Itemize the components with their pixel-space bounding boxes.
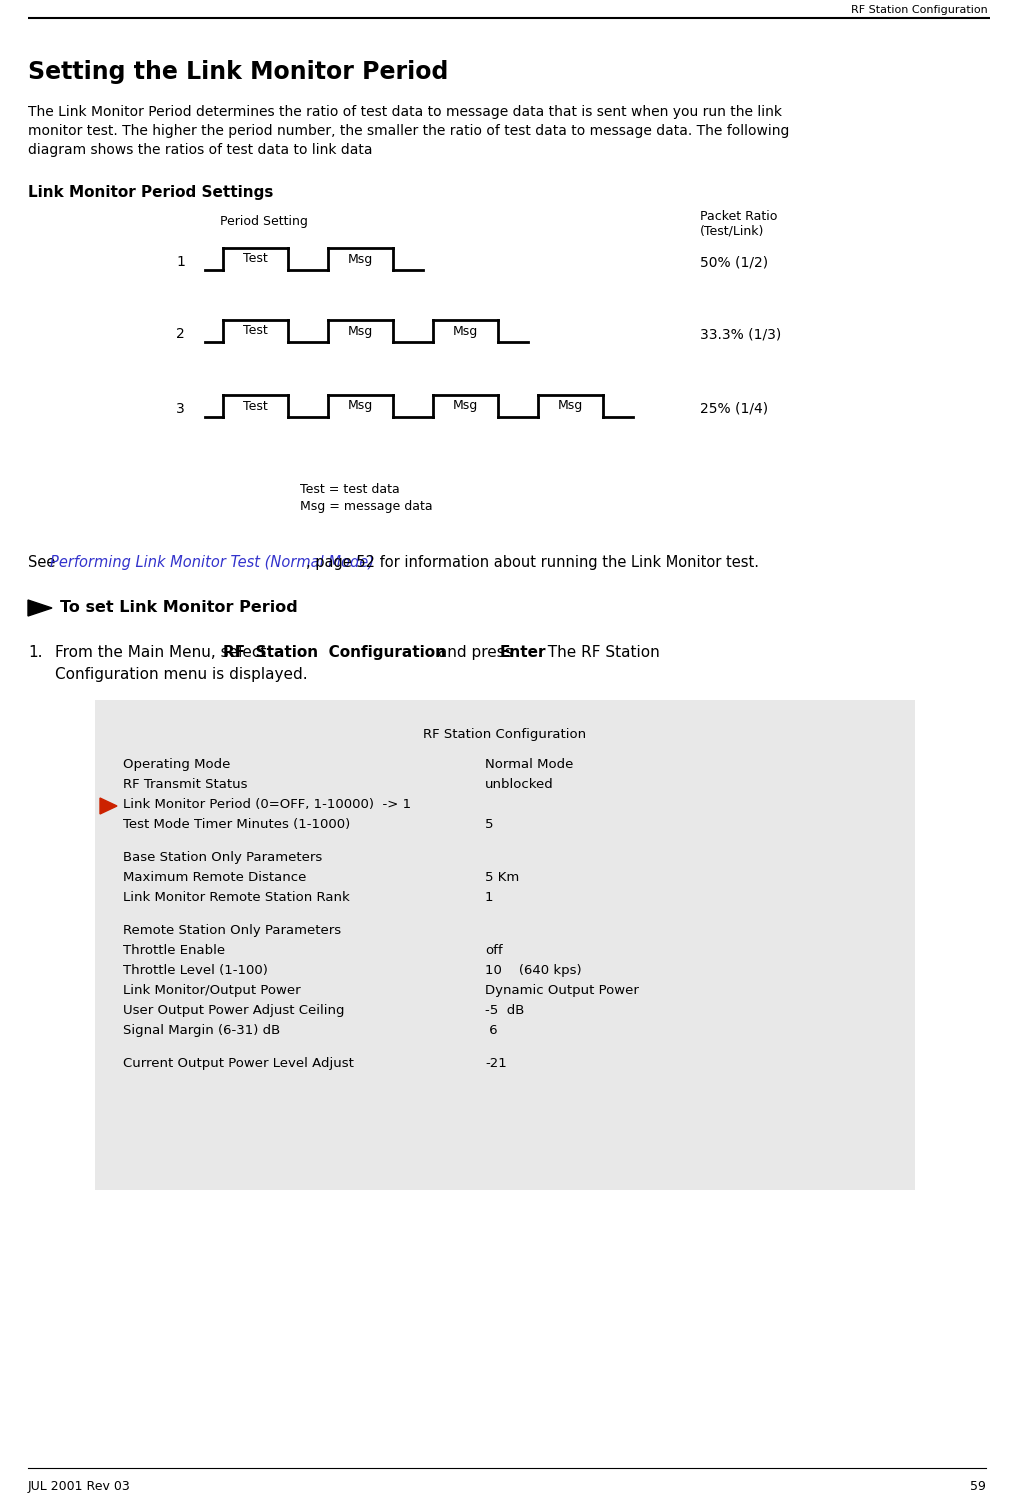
Text: Maximum Remote Distance: Maximum Remote Distance <box>123 871 306 883</box>
Text: 6: 6 <box>485 1024 498 1036</box>
Text: Link Monitor Period Settings: Link Monitor Period Settings <box>28 184 274 200</box>
Text: RF Transmit Status: RF Transmit Status <box>123 778 247 790</box>
Text: Throttle Level (1-100): Throttle Level (1-100) <box>123 964 268 976</box>
Text: Test: Test <box>243 324 268 338</box>
Polygon shape <box>100 798 117 814</box>
Text: To set Link Monitor Period: To set Link Monitor Period <box>60 600 298 615</box>
Text: Msg: Msg <box>558 399 583 412</box>
Text: Msg: Msg <box>348 252 373 266</box>
Text: Link Monitor/Output Power: Link Monitor/Output Power <box>123 984 300 998</box>
Bar <box>95 700 915 1190</box>
Text: User Output Power Adjust Ceiling: User Output Power Adjust Ceiling <box>123 1004 345 1017</box>
Text: Throttle Enable: Throttle Enable <box>123 944 225 957</box>
Text: 1: 1 <box>176 255 185 268</box>
Text: 5: 5 <box>485 818 494 831</box>
Text: Dynamic Output Power: Dynamic Output Power <box>485 984 639 998</box>
Text: , page 52 for information about running the Link Monitor test.: , page 52 for information about running … <box>306 555 759 570</box>
Text: RF Station Configuration: RF Station Configuration <box>851 4 988 15</box>
Text: Test = test data: Test = test data <box>300 483 400 496</box>
Text: Remote Station Only Parameters: Remote Station Only Parameters <box>123 924 341 938</box>
Text: 25% (1/4): 25% (1/4) <box>700 402 769 416</box>
Text: off: off <box>485 944 503 957</box>
Text: Msg: Msg <box>348 399 373 412</box>
Text: . The RF Station: . The RF Station <box>538 645 660 660</box>
Text: 59: 59 <box>970 1480 986 1492</box>
Text: The Link Monitor Period determines the ratio of test data to message data that i: The Link Monitor Period determines the r… <box>28 105 782 118</box>
Text: Link Monitor Period (0=OFF, 1-10000)  -> 1: Link Monitor Period (0=OFF, 1-10000) -> … <box>123 798 411 812</box>
Text: Msg: Msg <box>453 399 479 412</box>
Text: Packet Ratio: Packet Ratio <box>700 210 778 224</box>
Text: and press: and press <box>433 645 517 660</box>
Text: 10    (640 kps): 10 (640 kps) <box>485 964 582 976</box>
Text: Msg: Msg <box>453 324 479 338</box>
Text: Base Station Only Parameters: Base Station Only Parameters <box>123 850 322 864</box>
Text: 5 Km: 5 Km <box>485 871 519 883</box>
Text: Enter: Enter <box>500 645 547 660</box>
Text: Signal Margin (6-31) dB: Signal Margin (6-31) dB <box>123 1024 280 1036</box>
Text: Test: Test <box>243 399 268 412</box>
Text: Test: Test <box>243 252 268 266</box>
Text: From the Main Menu, select: From the Main Menu, select <box>55 645 272 660</box>
Text: Configuration menu is displayed.: Configuration menu is displayed. <box>55 668 307 682</box>
Text: Msg = message data: Msg = message data <box>300 500 433 513</box>
Text: -5  dB: -5 dB <box>485 1004 524 1017</box>
Text: RF Station Configuration: RF Station Configuration <box>424 728 586 741</box>
Text: Operating Mode: Operating Mode <box>123 758 230 771</box>
Text: 33.3% (1/3): 33.3% (1/3) <box>700 327 781 340</box>
Text: Test Mode Timer Minutes (1-1000): Test Mode Timer Minutes (1-1000) <box>123 818 350 831</box>
Text: 3: 3 <box>176 402 185 416</box>
Text: Msg: Msg <box>348 324 373 338</box>
Text: Performing Link Monitor Test (Normal Mode): Performing Link Monitor Test (Normal Mod… <box>50 555 374 570</box>
Text: Link Monitor Remote Station Rank: Link Monitor Remote Station Rank <box>123 891 350 904</box>
Text: 1: 1 <box>485 891 494 904</box>
Text: RF  Station  Configuration: RF Station Configuration <box>223 645 446 660</box>
Text: 1.: 1. <box>28 645 43 660</box>
Text: 50% (1/2): 50% (1/2) <box>700 255 769 268</box>
Text: See: See <box>28 555 60 570</box>
Text: Setting the Link Monitor Period: Setting the Link Monitor Period <box>28 60 448 84</box>
Text: (Test/Link): (Test/Link) <box>700 225 765 238</box>
Text: diagram shows the ratios of test data to link data: diagram shows the ratios of test data to… <box>28 142 372 158</box>
Text: Current Output Power Level Adjust: Current Output Power Level Adjust <box>123 1058 354 1070</box>
Text: 2: 2 <box>176 327 185 340</box>
Text: -21: -21 <box>485 1058 507 1070</box>
Polygon shape <box>28 600 52 616</box>
Text: unblocked: unblocked <box>485 778 554 790</box>
Text: Normal Mode: Normal Mode <box>485 758 573 771</box>
Text: monitor test. The higher the period number, the smaller the ratio of test data t: monitor test. The higher the period numb… <box>28 124 789 138</box>
Text: JUL 2001 Rev 03: JUL 2001 Rev 03 <box>28 1480 131 1492</box>
Text: Period Setting: Period Setting <box>220 214 308 228</box>
